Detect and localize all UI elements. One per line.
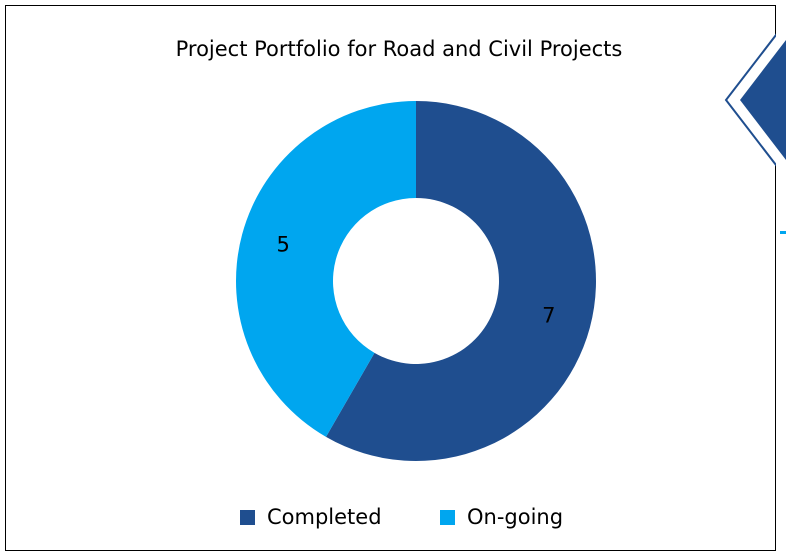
decor-mark	[780, 231, 786, 234]
data-label: 5	[276, 232, 289, 256]
legend-label: On-going	[467, 505, 563, 529]
decor-cover	[776, 9, 786, 556]
chart-title: Project Portfolio for Road and Civil Pro…	[176, 37, 623, 61]
legend-label: Completed	[267, 505, 382, 529]
legend-swatch	[240, 510, 255, 525]
donut-slice	[236, 101, 416, 437]
donut-slice	[326, 101, 597, 461]
chart-frame	[5, 5, 776, 551]
legend-swatch	[440, 510, 455, 525]
decor-diamond	[740, 40, 786, 160]
decor-diamond-edge	[776, 40, 786, 160]
data-label: 7	[542, 304, 555, 328]
